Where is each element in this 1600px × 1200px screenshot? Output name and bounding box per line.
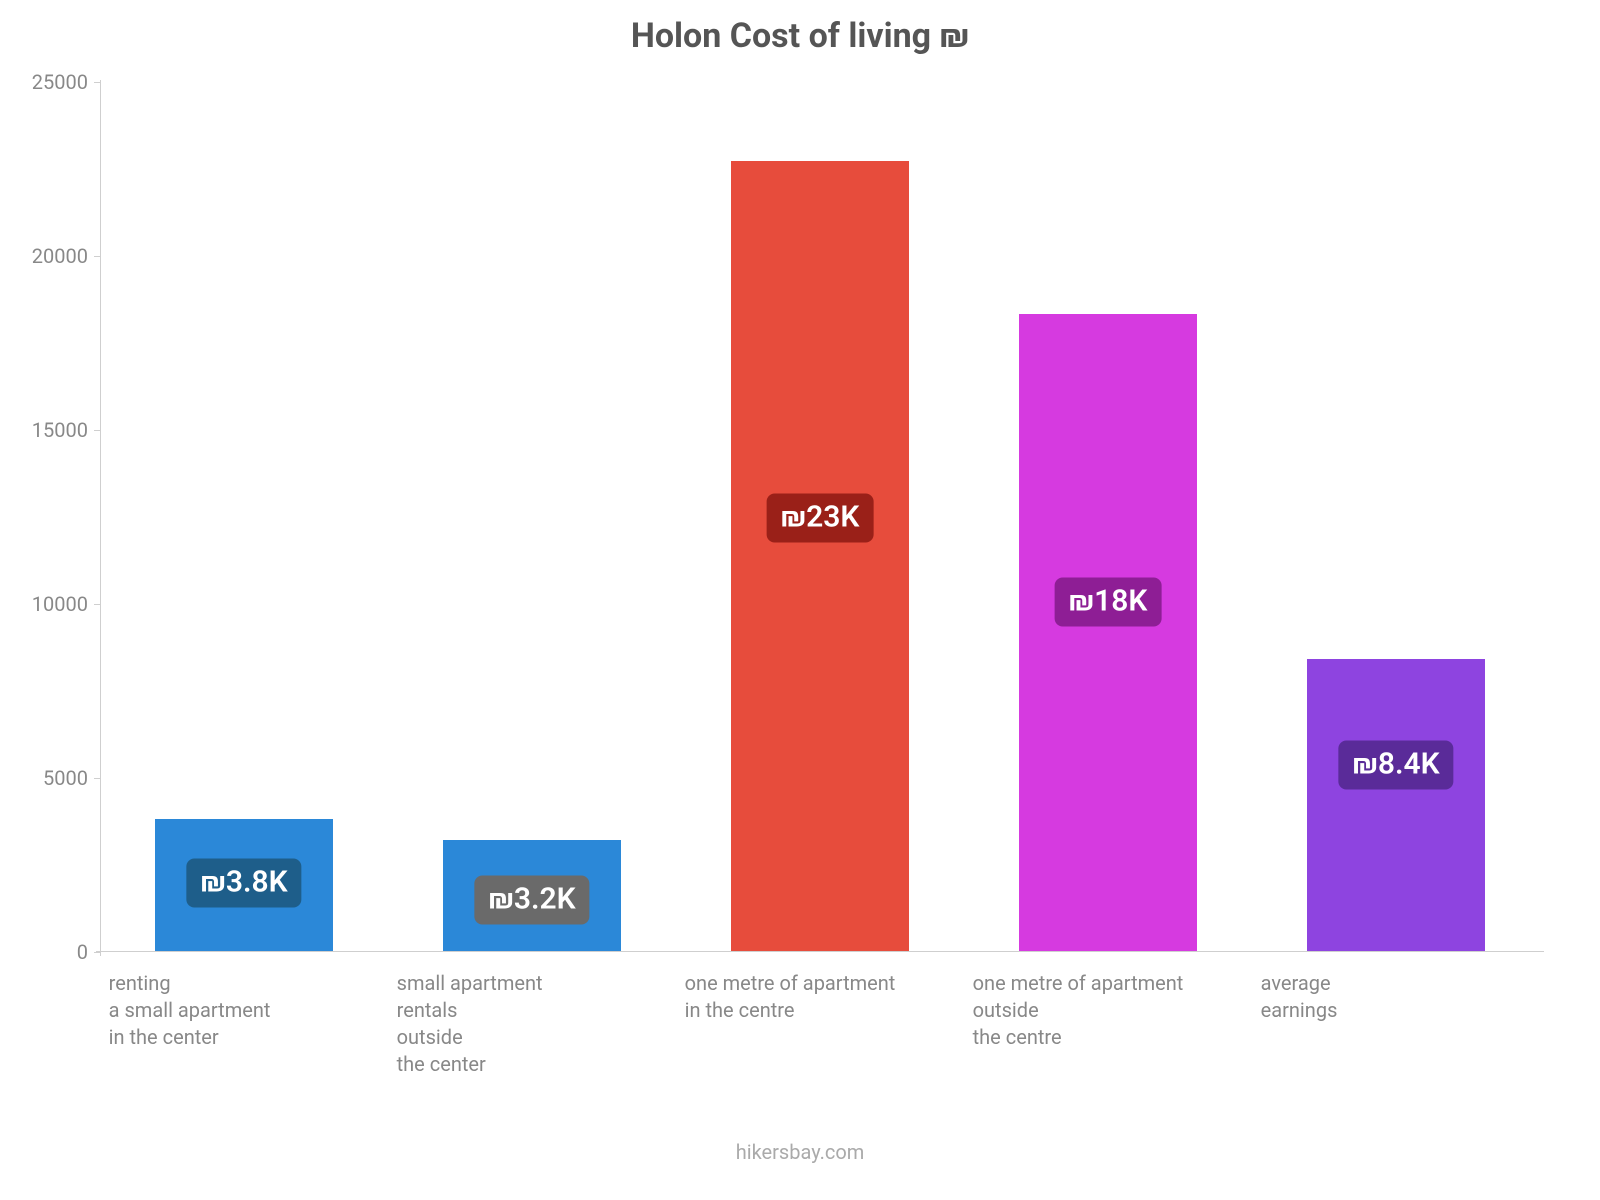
x-axis-label: one metre of apartment outside the centr…	[973, 970, 1252, 1051]
y-tick-mark	[94, 430, 100, 431]
bar-value-badge: ₪18K	[1055, 577, 1162, 626]
y-tick-label: 0	[8, 940, 88, 964]
y-tick-label: 10000	[8, 592, 88, 616]
plot-area: 0500010000150002000025000₪3.8Krenting a …	[100, 82, 1540, 952]
bar	[1307, 659, 1486, 951]
x-axis-label: average earnings	[1261, 970, 1540, 1024]
bar	[1019, 314, 1198, 951]
bar	[731, 161, 910, 951]
y-tick-label: 15000	[8, 418, 88, 442]
y-tick-mark	[94, 82, 100, 83]
bar-value-badge: ₪3.8K	[186, 859, 301, 908]
x-axis-line	[96, 951, 1544, 952]
y-tick-label: 20000	[8, 244, 88, 268]
y-tick-mark	[94, 778, 100, 779]
y-axis-line	[100, 80, 101, 956]
y-tick-label: 25000	[8, 70, 88, 94]
x-axis-label: one metre of apartment in the centre	[685, 970, 964, 1024]
chart-container: Holon Cost of living ₪ 05000100001500020…	[0, 0, 1600, 1200]
y-tick-mark	[94, 256, 100, 257]
chart-title: Holon Cost of living ₪	[0, 16, 1600, 56]
bar-value-badge: ₪3.2K	[474, 875, 589, 924]
bar-value-badge: ₪23K	[767, 493, 874, 542]
chart-footer: hikersbay.com	[0, 1140, 1600, 1164]
x-axis-label: small apartment rentals outside the cent…	[397, 970, 676, 1078]
y-tick-label: 5000	[8, 766, 88, 790]
y-tick-mark	[94, 604, 100, 605]
y-tick-mark	[94, 952, 100, 953]
x-axis-label: renting a small apartment in the center	[109, 970, 388, 1051]
bar-value-badge: ₪8.4K	[1338, 740, 1453, 789]
